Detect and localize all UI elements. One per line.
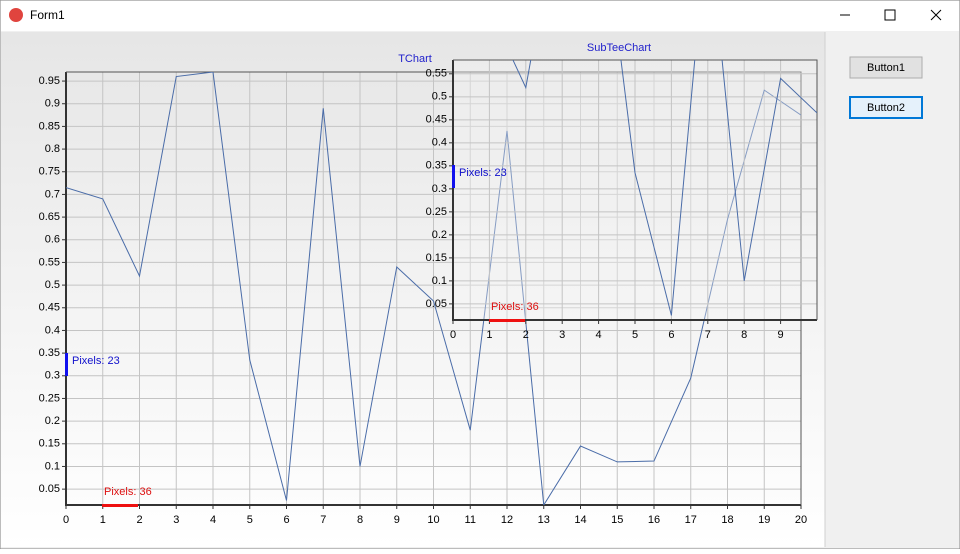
x-tick-label: 3	[173, 514, 179, 526]
x-tick-label: 4	[596, 329, 602, 341]
x-tick-label: 9	[778, 329, 784, 341]
button[interactable]	[849, 96, 923, 119]
series-line	[66, 72, 801, 505]
y-tick-label: 0.7	[45, 188, 60, 200]
axis-frame	[453, 59, 818, 320]
chart-panel	[1, 32, 825, 547]
x-tick-label: 14	[574, 514, 586, 526]
x-tick-label: 12	[501, 514, 513, 526]
y-tick-label: 0.75	[39, 166, 60, 178]
x-tick-label: 10	[427, 514, 439, 526]
chart-title: TChart	[398, 53, 432, 65]
pixel-marker	[452, 165, 455, 188]
button[interactable]	[849, 56, 923, 79]
annotation: Pixels: 36	[491, 301, 539, 313]
y-tick-label: 0.25	[426, 206, 447, 218]
x-tick-label: 6	[283, 514, 289, 526]
chart-title: SubTeeChart	[587, 42, 651, 54]
annotation: Pixels: 23	[72, 355, 120, 367]
y-tick-label: 0.1	[432, 275, 447, 287]
x-tick-label: 4	[210, 514, 216, 526]
y-tick-label: 0.45	[39, 302, 60, 314]
x-tick-label: 20	[795, 514, 807, 526]
y-tick-label: 0.05	[426, 298, 447, 310]
annotation: Pixels: 36	[104, 486, 152, 498]
title-bar	[1, 1, 959, 31]
y-tick-label: 0.35	[39, 347, 60, 359]
y-tick-label: 0.95	[39, 75, 60, 87]
y-tick-label: 0.4	[45, 324, 60, 336]
pixel-marker	[489, 319, 525, 322]
x-tick-label: 8	[741, 329, 747, 341]
x-tick-label: 5	[247, 514, 253, 526]
maximize[interactable]	[884, 9, 896, 21]
axis	[452, 60, 817, 321]
x-tick-label: 18	[721, 514, 733, 526]
x-tick-label: 17	[685, 514, 697, 526]
x-tick-label: 15	[611, 514, 623, 526]
x-tick-label: 1	[100, 514, 106, 526]
x-tick-label: 7	[705, 329, 711, 341]
x-tick-label: 2	[136, 514, 142, 526]
pixel-marker	[65, 353, 68, 376]
y-tick-label: 0.2	[45, 415, 60, 427]
x-tick-label: 16	[648, 514, 660, 526]
y-tick-label: 0.55	[426, 68, 447, 80]
y-tick-label: 0.2	[432, 229, 447, 241]
y-tick-label: 0.15	[39, 438, 60, 450]
y-tick-label: 0.1	[45, 460, 60, 472]
app-icon	[9, 8, 23, 22]
button-label[interactable]: Button2	[867, 102, 905, 114]
y-tick-label: 0.85	[39, 120, 60, 132]
x-tick-label: 11	[465, 514, 476, 526]
y-tick-label: 0.5	[45, 279, 60, 291]
x-tick-label: 13	[538, 514, 550, 526]
x-tick-label: 8	[357, 514, 363, 526]
x-tick-label: 3	[559, 329, 565, 341]
y-tick-label: 0.6	[45, 234, 60, 246]
close[interactable]	[930, 9, 942, 21]
axis-frame	[66, 71, 802, 505]
button-label[interactable]: Button1	[867, 62, 905, 74]
y-tick-label: 0.55	[39, 256, 60, 268]
annotation: Pixels: 23	[459, 167, 507, 179]
y-tick-label: 0.05	[39, 483, 60, 495]
x-tick-label: 5	[632, 329, 638, 341]
y-tick-label: 0.8	[45, 143, 60, 155]
axis	[65, 72, 801, 506]
y-tick-label: 0.5	[432, 91, 447, 103]
y-tick-label: 0.3	[432, 183, 447, 195]
y-tick-label: 0.65	[39, 211, 60, 223]
y-tick-label: 0.3	[45, 370, 60, 382]
y-tick-label: 0.35	[426, 160, 447, 172]
pixel-marker	[102, 504, 138, 507]
y-tick-label: 0.9	[45, 98, 60, 110]
window-title: Form1	[30, 8, 65, 22]
y-tick-label: 0.45	[426, 114, 447, 126]
x-tick-label: 7	[320, 514, 326, 526]
x-tick-label: 0	[63, 514, 69, 526]
x-tick-label: 2	[523, 329, 529, 341]
x-tick-label: 6	[668, 329, 674, 341]
x-tick-label: 9	[394, 514, 400, 526]
x-tick-label: 1	[486, 329, 492, 341]
series-line	[512, 60, 817, 316]
y-tick-label: 0.25	[39, 392, 60, 404]
y-tick-label: 0.15	[426, 252, 447, 264]
x-tick-label: 0	[450, 329, 456, 341]
y-tick-label: 0.4	[432, 137, 447, 149]
x-tick-label: 19	[758, 514, 770, 526]
